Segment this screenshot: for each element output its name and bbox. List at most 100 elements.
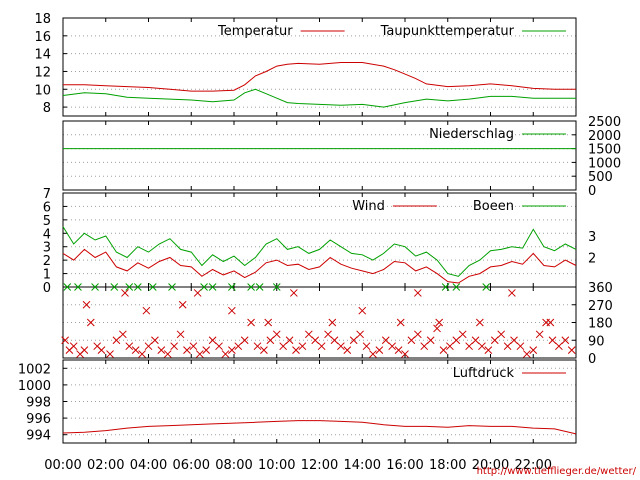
wind-ytick-label: 2 [43,254,51,269]
wind-direction-point [215,342,223,351]
wind-direction-point [317,342,326,351]
wind-direction-point [381,336,390,345]
wind-direction-point [142,306,151,315]
wind-direction-point [125,283,134,291]
wind-direction-point [63,283,72,291]
wind-direction-point [407,336,416,345]
x-tick-label: 02:00 [87,458,124,473]
wind-direction-point [247,318,255,327]
wind-direction-point [247,283,255,291]
wind-direction-point [80,346,89,354]
temperature-ytick-label: 8 [43,101,51,116]
wind-direction-point [121,289,129,297]
temperature-ytick-label: 10 [34,83,51,98]
wind-direction-point [157,346,166,354]
wind-direction-point [61,336,69,345]
wind-direction-point [548,336,557,345]
pressure-ytick-label: 996 [26,412,51,427]
wind-direction-point [433,324,441,333]
x-tick-label: 16:00 [386,458,423,473]
temperature-series-temperatur [63,62,576,92]
wind-direction-point [208,336,217,345]
wind-direction-point [272,283,281,291]
wind-direction-point [148,283,157,291]
wind-direction-point [561,336,570,345]
x-tick-label: 04:00 [130,458,167,473]
wind-direction-point [396,318,405,327]
wind-right-tick-label: 3 [588,230,596,245]
precipitation-ytick-label: 2000 [588,129,621,144]
wind-direction-point [546,318,555,327]
wind-direction-point [176,330,185,339]
wind-direction-point [125,342,134,351]
wind-direction-point [484,346,493,354]
wind-direction-point [394,346,403,354]
wind-direction-ytick-label: 90 [588,334,605,349]
temperature-ytick-label: 16 [34,30,51,45]
wind-direction-point [401,350,409,358]
temperature-ytick-label: 18 [34,12,51,27]
x-tick-label: 18:00 [429,458,466,473]
wind-direction-point [311,336,320,345]
wind-legend-label: Wind [352,199,385,214]
wind-direction-point [516,342,525,351]
temperature-panel: 8 10 12 14 16 18 Taupunkttemperatur Temperatur [34,12,577,117]
x-tick-label: 08:00 [215,458,252,473]
wind-direction-point [82,300,91,309]
wind-direction-point [439,346,448,354]
wind-direction-point [168,283,176,291]
temperature-ytick-label: 12 [34,65,51,80]
wind-direction-point [413,330,422,339]
wind-direction-point [446,342,454,351]
wind-direction-point [420,342,429,351]
temperature-legend-label: Taupunkttemperatur [380,24,515,39]
wind-direction-point [255,283,264,291]
wind-direction-point [195,350,204,358]
wind-direction-point [131,346,140,354]
wind-direction-point [292,346,300,354]
wind-direction-point [465,342,473,351]
wind-direction-point [200,283,208,291]
wind-direction-point [349,336,358,345]
wind-direction-point [240,336,249,345]
x-tick-label: 00:00 [44,458,81,473]
wind-direction-point [328,318,337,327]
wind-direction-point [234,342,243,351]
wind-direction-point [452,283,461,291]
precipitation-legend-label: Niederschlag [429,127,514,142]
wind-ytick-label: 6 [43,200,51,215]
wind-direction-point [475,318,484,327]
wind-direction-point [260,346,268,354]
wind-direction-point [426,336,435,345]
wind-legend-label: Boeen [473,199,514,214]
wind-direction-point [106,350,114,358]
wind-ytick-label: 1 [43,268,51,283]
wind-direction-point [272,330,281,339]
wind-direction-point [522,350,531,358]
wind-direction-point [478,342,486,351]
wind-direction-point [138,350,146,358]
wind-ytick-label: 3 [43,241,51,256]
wind-direction-point [133,283,142,291]
wind-direction-point [266,336,275,345]
wind-direction-point [183,346,191,354]
wind-ytick-label: 5 [43,214,51,229]
pressure-ytick-label: 998 [26,396,51,411]
wind-direction-point [151,336,159,345]
wind-direction-point [74,283,82,291]
wind-direction-point [228,283,236,291]
wind-direction-point [555,342,563,351]
temperature-legend-label: Temperatur [217,24,293,39]
wind-direction-point [490,336,499,345]
wind-direction-point [279,342,288,351]
wind-direction-point [510,336,518,345]
x-tick-label: 06:00 [173,458,210,473]
x-tick-label: 22:00 [515,458,552,473]
wind-direction-point [388,342,397,351]
pressure-ytick-label: 994 [26,429,51,444]
wind-direction-panel: 0 90 180 270 360 [61,281,613,367]
wind-direction-point [91,283,99,291]
precipitation-ytick-label: 1000 [588,156,621,171]
x-tick-label: 20:00 [472,458,509,473]
